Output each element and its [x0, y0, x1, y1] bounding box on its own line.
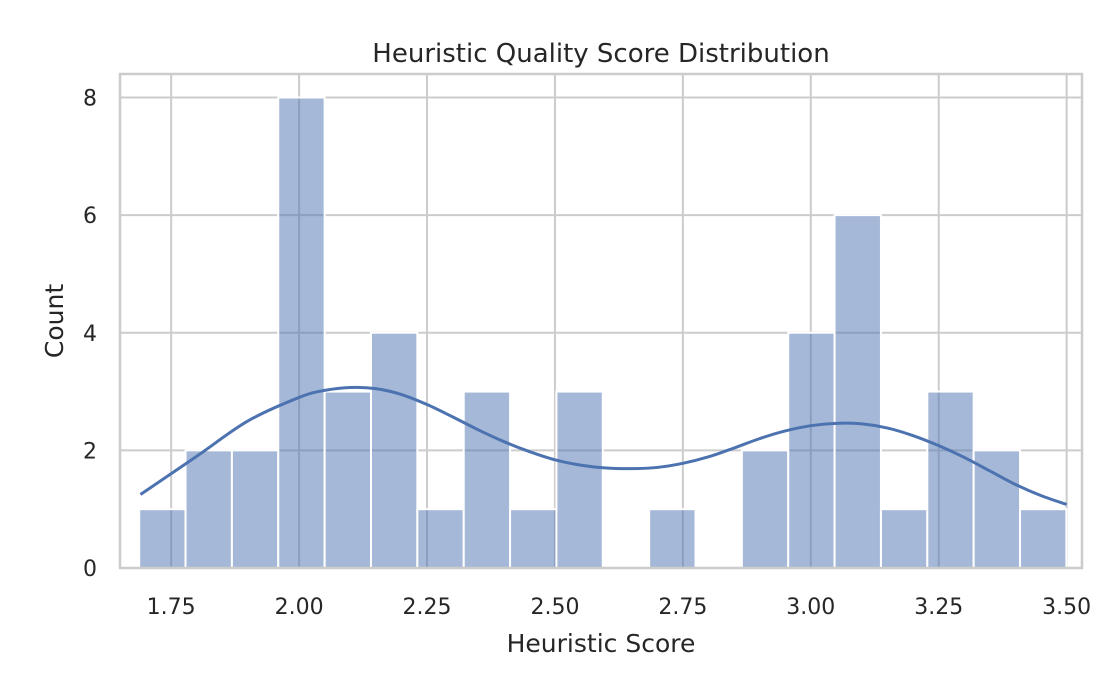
y-tick-label: 4 [83, 322, 97, 347]
y-tick-label: 8 [83, 87, 97, 112]
histogram-bar [138, 508, 187, 570]
histogram-bar [462, 390, 512, 570]
histogram-bar [184, 449, 233, 569]
histogram-bar [1019, 508, 1068, 570]
histogram-bar [277, 96, 326, 570]
x-axis-ticks: 1.75 2.00 2.25 2.50 2.75 3.00 3.25 3.50 [147, 595, 1091, 620]
x-tick-label: 2.25 [403, 595, 452, 620]
x-tick-label: 3.25 [914, 595, 963, 620]
x-tick-label: 3.00 [786, 595, 835, 620]
x-tick-label: 3.50 [1042, 595, 1091, 620]
histogram-bar [369, 331, 419, 569]
histogram-bar [879, 508, 929, 570]
histogram-bar [972, 449, 1022, 569]
histogram-bar [230, 449, 280, 569]
y-tick-label: 2 [83, 439, 97, 464]
histogram-bar [416, 508, 465, 570]
x-tick-label: 2.50 [530, 595, 579, 620]
y-tick-label: 0 [83, 557, 97, 582]
histogram-bar [648, 508, 697, 570]
y-axis-ticks: 0 2 4 6 8 [83, 87, 97, 582]
histogram-bar [555, 390, 604, 570]
histogram-bar [787, 331, 836, 569]
histogram-bar [926, 390, 975, 570]
x-tick-label: 1.75 [147, 595, 196, 620]
histogram-bar [323, 390, 372, 570]
kde-curve [139, 385, 1068, 506]
histogram-bar [740, 449, 790, 569]
histogram-bar [833, 214, 882, 569]
x-tick-label: 2.75 [658, 595, 707, 620]
histogram-bars [138, 96, 1068, 570]
x-tick-label: 2.00 [275, 595, 324, 620]
x-axis-label: Heuristic Score [507, 629, 696, 658]
chart-title: Heuristic Quality Score Distribution [372, 39, 829, 69]
y-tick-label: 6 [83, 204, 97, 229]
y-axis-label: Count [40, 284, 69, 358]
histogram-bar [509, 508, 558, 570]
plot-frame [118, 72, 1084, 570]
